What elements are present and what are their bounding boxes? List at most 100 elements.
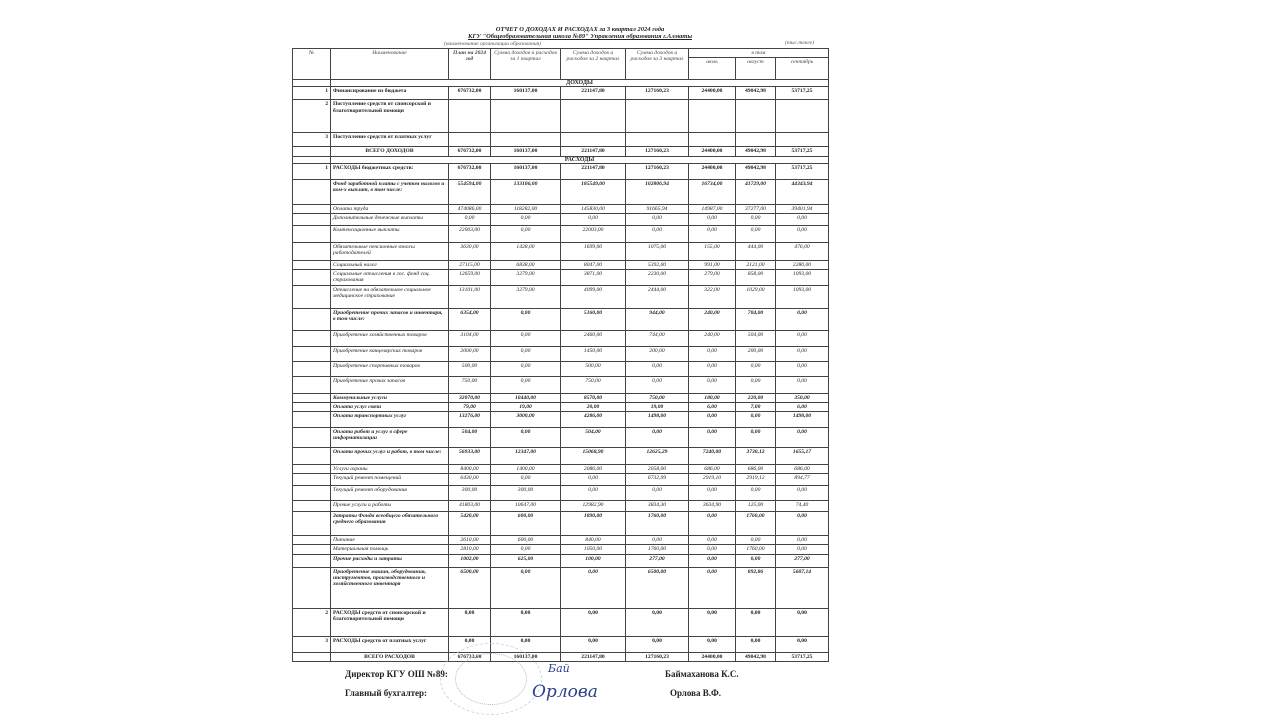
cell-aug: 1029,00 — [735, 284, 776, 309]
cell-aug: 49042,98 — [735, 162, 776, 180]
section-expense: РАСХОДЫ — [292, 155, 829, 164]
row-number: 2 — [292, 99, 331, 134]
cell-q3: 2058,00 — [625, 464, 689, 475]
row-name: Оплата работ и услуг в сфере информатиза… — [330, 427, 449, 449]
accountant-label: Главный бухгалтер: — [345, 688, 428, 698]
cell-jul: 24400,00 — [688, 146, 736, 157]
cell-q2: 750,00 — [560, 375, 626, 394]
cell-sep: 0,00 — [775, 511, 829, 537]
table-row: Приобретение прочих запасов и инвентаря,… — [292, 307, 829, 331]
row-number — [292, 553, 331, 568]
cell-q1: 0,00 — [490, 544, 561, 555]
row-name: ВСЕГО РАСХОДОВ — [330, 651, 449, 662]
col-no: № — [292, 47, 331, 81]
cell-plan: 300,00 — [448, 485, 491, 502]
cell-q3: 102806,94 — [625, 178, 689, 205]
row-number: 1 — [292, 86, 331, 101]
cell-plan: 2810,00 — [448, 544, 491, 555]
cell-plan: 8400,00 — [448, 464, 491, 475]
cell-jul: 686,00 — [688, 464, 736, 475]
unit-label: (тыс.тенге) — [785, 40, 814, 46]
row-number — [292, 345, 331, 362]
cell-q3: 19,00 — [625, 401, 689, 413]
report-title: ОТЧЕТ О ДОХОДАХ И РАСХОДАХ за 3 квартал … — [495, 26, 665, 33]
cell-jul: 24400,00 — [688, 86, 736, 101]
cell-sep: 5607,14 — [775, 566, 829, 609]
cell-aug: 858,00 — [735, 269, 776, 286]
cell-jul: 0,00 — [688, 535, 736, 546]
row-name: РАСХОДЫ бюджетных средств: — [330, 162, 449, 180]
row-number — [292, 225, 331, 244]
cell-sep: 2280,00 — [775, 260, 829, 271]
cell-q3: 127160,23 — [625, 86, 689, 101]
cell-aug: 2121,00 — [735, 260, 776, 271]
row-name: Материальная помощь — [330, 544, 449, 555]
table-row: Оплата услуг связи 79,00 19,00 20,00 19,00 6,… — [292, 401, 829, 413]
cell-plan: 13101,00 — [448, 284, 491, 309]
cell-plan — [448, 99, 491, 134]
cell-q3 — [625, 132, 689, 148]
cell-plan: 504,00 — [448, 427, 491, 449]
cell-q2: 0,00 — [560, 213, 626, 227]
cell-sep: 53717,25 — [775, 651, 829, 662]
cell-sep: 0,00 — [775, 329, 829, 347]
cell-q3: 12625,29 — [625, 447, 689, 466]
cell-q1: 0,00 — [490, 225, 561, 244]
cell-q2: 20,00 — [560, 401, 626, 413]
cell-sep: 350,00 — [775, 392, 829, 403]
cell-q2: 221147,80 — [560, 86, 626, 101]
row-number — [292, 284, 331, 309]
cell-plan: 41803,00 — [448, 500, 491, 513]
row-name: Приобретение канцелярских товаров — [330, 345, 449, 362]
cell-q3: 200,00 — [625, 345, 689, 362]
row-name: Прочие услуги и работы — [330, 500, 449, 513]
table-row: 2 РАСХОДЫ средств от спонсорской и благот… — [292, 607, 829, 637]
row-name: Поступление средств от платных услуг — [330, 132, 449, 148]
cell-q3: 127160,23 — [625, 162, 689, 180]
report-table: № Наименование План на 2024 год Сумма до… — [292, 47, 829, 662]
cell-jul: 0,00 — [688, 635, 736, 653]
cell-q3: 0,00 — [625, 485, 689, 502]
cell-jul: 16734,00 — [688, 178, 736, 205]
cell-q3: 127160,23 — [625, 651, 689, 662]
organization-caption: (наименование организации образования) — [444, 41, 542, 47]
cell-jul: 6,00 — [688, 401, 736, 413]
cell-plan: 5420,00 — [448, 511, 491, 537]
row-name: Социальный налог — [330, 260, 449, 271]
row-name: Приобретение машин, оборудования, инстру… — [330, 566, 449, 609]
cell-plan: 13276,00 — [448, 411, 491, 429]
cell-q3: 277,00 — [625, 553, 689, 568]
cell-sep: 0,00 — [775, 427, 829, 449]
cell-q2: 4286,00 — [560, 411, 626, 429]
cell-aug: 0,00 — [735, 225, 776, 244]
cell-jul — [688, 99, 736, 134]
cell-q3: 6500,00 — [625, 566, 689, 609]
cell-aug: 892,86 — [735, 566, 776, 609]
cell-aug: 0,00 — [735, 375, 776, 394]
table-row: 1 РАСХОДЫ бюджетных средств: 676732,00 1601… — [292, 162, 829, 180]
official-stamp — [440, 643, 542, 715]
cell-q2 — [560, 132, 626, 148]
cell-jul: 0,00 — [688, 375, 736, 394]
table-row: Социальный налог 27115,00 6838,00 8047,00 53… — [292, 260, 829, 271]
cell-sep: 44343,94 — [775, 178, 829, 205]
cell-plan: 676732,00 — [448, 162, 491, 180]
cell-plan: 79,00 — [448, 401, 491, 413]
cell-q2: 12982,90 — [560, 500, 626, 513]
cell-q3: 0,00 — [625, 213, 689, 227]
table-row: Материальная помощь 2810,00 0,00 1050,00 176… — [292, 544, 829, 555]
cell-q3: 0,00 — [625, 360, 689, 377]
cell-sep: 0,00 — [775, 607, 829, 637]
cell-sep: 53717,25 — [775, 162, 829, 180]
row-number — [292, 535, 331, 546]
section-spacer — [292, 155, 331, 164]
cell-sep: 1655,17 — [775, 447, 829, 466]
cell-sep: 1498,00 — [775, 411, 829, 429]
cell-plan: 6430,00 — [448, 473, 491, 487]
row-number: 3 — [292, 635, 331, 653]
cell-plan: 6500,00 — [448, 566, 491, 609]
row-name: Фонд заработной платы с учетом налогов и… — [330, 178, 449, 205]
table-row: 3 РАСХОДЫ средств от платных услуг 0,00 0,0… — [292, 635, 829, 653]
row-number — [292, 651, 331, 662]
cell-aug: 444,00 — [735, 242, 776, 262]
